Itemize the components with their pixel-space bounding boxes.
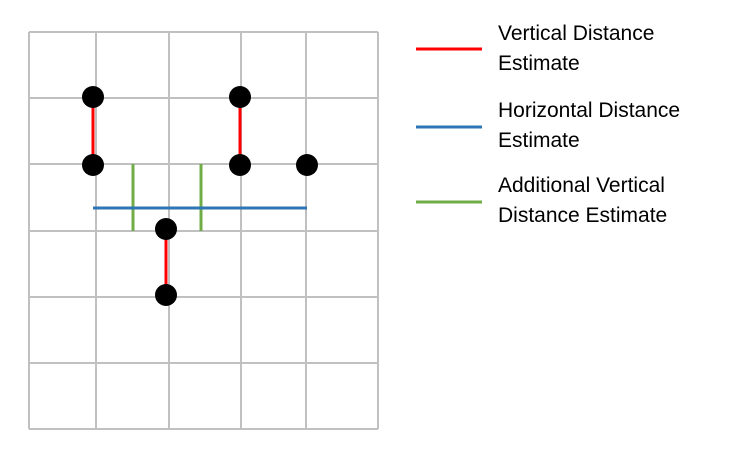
point xyxy=(155,218,177,240)
point xyxy=(229,86,251,108)
legend-label-vertical-estimate: Vertical Distance Estimate xyxy=(498,22,655,75)
grid xyxy=(28,31,379,430)
point xyxy=(229,154,251,176)
legend-label-additional-vertical-estimate: Additional Vertical Distance Estimate xyxy=(498,174,668,227)
legend-label-horizontal-estimate: Horizontal Distance Estimate xyxy=(498,99,681,152)
point xyxy=(82,86,104,108)
point xyxy=(82,154,104,176)
point xyxy=(155,284,177,306)
point xyxy=(296,154,318,176)
